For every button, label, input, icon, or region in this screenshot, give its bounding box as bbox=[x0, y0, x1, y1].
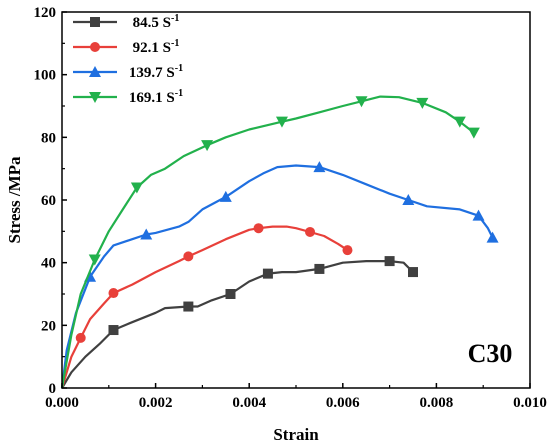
plot-content bbox=[60, 95, 499, 389]
x-tick-label: 0.002 bbox=[139, 395, 173, 411]
legend-label-text: 169.1 S bbox=[129, 90, 175, 106]
legend-marker bbox=[89, 66, 101, 77]
series-line bbox=[60, 95, 475, 389]
legend-label: 169.1 S-1 bbox=[129, 88, 183, 106]
legend-marker bbox=[89, 92, 101, 103]
x-axis-label: Strain bbox=[273, 425, 319, 444]
series-3 bbox=[60, 95, 480, 389]
series-line bbox=[61, 260, 414, 389]
series-marker bbox=[253, 223, 264, 234]
legend-marker bbox=[90, 42, 100, 52]
series-marker bbox=[219, 190, 232, 202]
series-line bbox=[60, 164, 494, 389]
series-marker bbox=[75, 332, 86, 343]
series-marker bbox=[130, 182, 143, 194]
series-marker bbox=[225, 289, 236, 299]
x-tick-label: 0.010 bbox=[513, 395, 547, 411]
x-tick-label: 0.006 bbox=[326, 395, 360, 411]
series-marker bbox=[183, 251, 194, 262]
series-marker bbox=[201, 140, 214, 152]
series-1 bbox=[60, 223, 353, 389]
series-marker bbox=[472, 209, 485, 221]
series-marker bbox=[140, 228, 153, 240]
y-tick-label: 80 bbox=[41, 130, 56, 146]
legend-item: 92.1 S-1 bbox=[73, 38, 179, 56]
legend-label-superscript: -1 bbox=[171, 38, 179, 49]
y-tick-label: 20 bbox=[41, 318, 56, 334]
y-tick-label: 120 bbox=[34, 5, 57, 21]
series-marker bbox=[108, 288, 119, 299]
series-marker bbox=[305, 226, 316, 237]
series-marker bbox=[88, 254, 101, 266]
series-marker bbox=[384, 256, 395, 267]
legend-item: 139.7 S-1 bbox=[73, 63, 183, 81]
series-marker bbox=[108, 325, 119, 336]
legend-item: 84.5 S-1 bbox=[73, 13, 179, 31]
legend-marker bbox=[90, 17, 100, 27]
legend-label-superscript: -1 bbox=[171, 13, 179, 24]
x-tick-label: 0.004 bbox=[232, 395, 266, 411]
legend-label: 139.7 S-1 bbox=[129, 63, 183, 81]
series-marker bbox=[416, 97, 429, 109]
legend-label: 84.5 S-1 bbox=[133, 13, 180, 31]
series-marker bbox=[314, 263, 325, 274]
series-marker bbox=[313, 161, 326, 173]
legend-label: 92.1 S-1 bbox=[133, 38, 180, 56]
series-marker bbox=[408, 267, 418, 278]
chart-annotation: C30 bbox=[468, 339, 513, 368]
y-tick-label: 40 bbox=[41, 256, 56, 272]
series-marker bbox=[183, 301, 194, 312]
legend-label-text: 139.7 S bbox=[129, 65, 175, 81]
legend-label-superscript: -1 bbox=[175, 63, 183, 74]
series-marker bbox=[453, 116, 466, 128]
legend-label-superscript: -1 bbox=[175, 88, 183, 99]
y-axis-label: Stress /MPa bbox=[5, 156, 24, 244]
legend-label-text: 84.5 S bbox=[133, 15, 171, 31]
series-2 bbox=[60, 161, 499, 389]
y-tick-label: 0 bbox=[49, 381, 57, 397]
x-tick-label: 0.000 bbox=[45, 395, 79, 411]
x-tick-label: 0.008 bbox=[420, 395, 454, 411]
series-0 bbox=[61, 256, 418, 389]
ticks: 0.000 0.002 0.004 0.006 0.008 0.010 0 20 40 60 80 1… bbox=[34, 5, 547, 411]
series-marker bbox=[275, 116, 288, 128]
series-marker bbox=[342, 245, 353, 256]
legend-label-text: 92.1 S bbox=[133, 40, 171, 56]
series-marker bbox=[467, 127, 480, 139]
y-tick-label: 60 bbox=[41, 193, 56, 209]
series-marker bbox=[486, 231, 499, 243]
y-tick-label: 100 bbox=[34, 68, 57, 84]
legend-item: 169.1 S-1 bbox=[73, 88, 183, 106]
series-marker bbox=[262, 268, 273, 279]
series-marker bbox=[402, 194, 415, 205]
series-line bbox=[60, 225, 349, 389]
series-marker bbox=[355, 96, 368, 108]
